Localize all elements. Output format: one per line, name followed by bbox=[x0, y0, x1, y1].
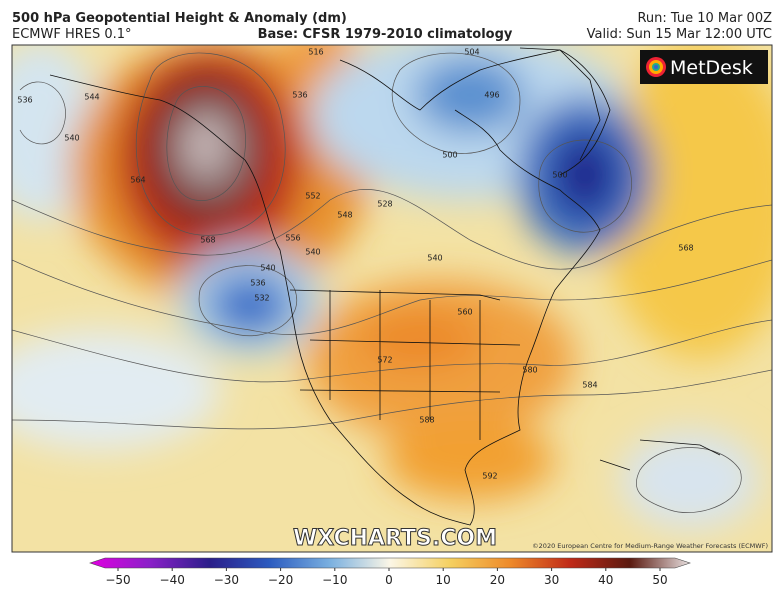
contour-label: 592 bbox=[482, 472, 497, 481]
contour-label: 544 bbox=[84, 93, 99, 102]
contour-label: 536 bbox=[292, 91, 307, 100]
contour-label: 548 bbox=[337, 211, 352, 220]
colorbar-tick-label: −50 bbox=[105, 573, 130, 587]
anomaly-blob bbox=[600, 45, 772, 360]
colorbar-tick-label: 30 bbox=[544, 573, 559, 587]
contour-label: 540 bbox=[427, 254, 442, 263]
colorbar-tick-label: 0 bbox=[385, 573, 393, 587]
anomaly-blob bbox=[360, 310, 480, 370]
contour-label: 504 bbox=[464, 48, 479, 57]
colorbar-bar bbox=[89, 557, 691, 569]
logo-icon bbox=[646, 57, 666, 77]
title: 500 hPa Geopotential Height & Anomaly (d… bbox=[12, 11, 347, 26]
contour-label: 540 bbox=[260, 264, 275, 273]
model: ECMWF HRES 0.1° bbox=[12, 27, 132, 42]
contour-label: 536 bbox=[250, 279, 265, 288]
contour-label: 500 bbox=[552, 171, 567, 180]
colorbar-tick-label: −30 bbox=[214, 573, 239, 587]
valid: Valid: Sun 15 Mar 12:00 UTC bbox=[587, 27, 772, 42]
colorbar-tick-label: −10 bbox=[322, 573, 347, 587]
base: Base: CFSR 1979-2010 climatology bbox=[258, 27, 513, 42]
contour-label: 528 bbox=[377, 200, 392, 209]
map: 536 540 544 564 568 552 556 548 540 540 536 532 536 5… bbox=[12, 45, 772, 552]
contour-label: 584 bbox=[582, 381, 597, 390]
anomaly-blob bbox=[620, 430, 760, 530]
map-frame bbox=[11, 44, 773, 553]
coastlines bbox=[49, 47, 721, 526]
credit: ©2020 European Centre for Medium-Range W… bbox=[532, 542, 768, 550]
contour-label: 572 bbox=[377, 356, 392, 365]
logo: MetDesk bbox=[670, 57, 753, 79]
contour-label: 564 bbox=[130, 176, 145, 185]
contour-labels: 536 540 544 564 568 552 556 548 540 540 536 532 536 5… bbox=[17, 48, 693, 481]
colorbar-tick-label: 10 bbox=[436, 573, 451, 587]
contour-label: 556 bbox=[285, 234, 300, 243]
anomaly-blob bbox=[12, 330, 220, 450]
contour-label: 588 bbox=[419, 416, 434, 425]
anomaly-blob bbox=[210, 275, 290, 335]
contour-label: 532 bbox=[254, 294, 269, 303]
contour-label: 540 bbox=[64, 134, 79, 143]
contour-label: 540 bbox=[305, 248, 320, 257]
contour-label: 516 bbox=[308, 48, 323, 57]
contour-label: 568 bbox=[678, 244, 693, 253]
contour-label: 560 bbox=[457, 308, 472, 317]
watermark: WXCHARTS.COM bbox=[293, 526, 497, 551]
colorbar-tick-label: −20 bbox=[268, 573, 293, 587]
colorbar-tick-label: −40 bbox=[160, 573, 185, 587]
anomaly-blob bbox=[555, 135, 615, 215]
contour-label: 496 bbox=[484, 91, 499, 100]
colorbar: −50 −40 −30 −20 −10 0 10 20 30 40 50 bbox=[89, 557, 691, 587]
contour-label: 580 bbox=[522, 366, 537, 375]
anomaly-blob bbox=[183, 115, 227, 175]
anomaly-blob bbox=[415, 57, 525, 133]
contour-label: 568 bbox=[200, 236, 215, 245]
contour-label: 500 bbox=[442, 151, 457, 160]
run: Run: Tue 10 Mar 00Z bbox=[637, 11, 772, 26]
contour-label: 536 bbox=[17, 96, 32, 105]
colorbar-tick-label: 20 bbox=[490, 573, 505, 587]
anomaly-field bbox=[12, 45, 772, 530]
contours bbox=[12, 52, 772, 513]
colorbar-tick-label: 50 bbox=[652, 573, 667, 587]
colorbar-tick-label: 40 bbox=[598, 573, 613, 587]
contour-label: 552 bbox=[305, 192, 320, 201]
